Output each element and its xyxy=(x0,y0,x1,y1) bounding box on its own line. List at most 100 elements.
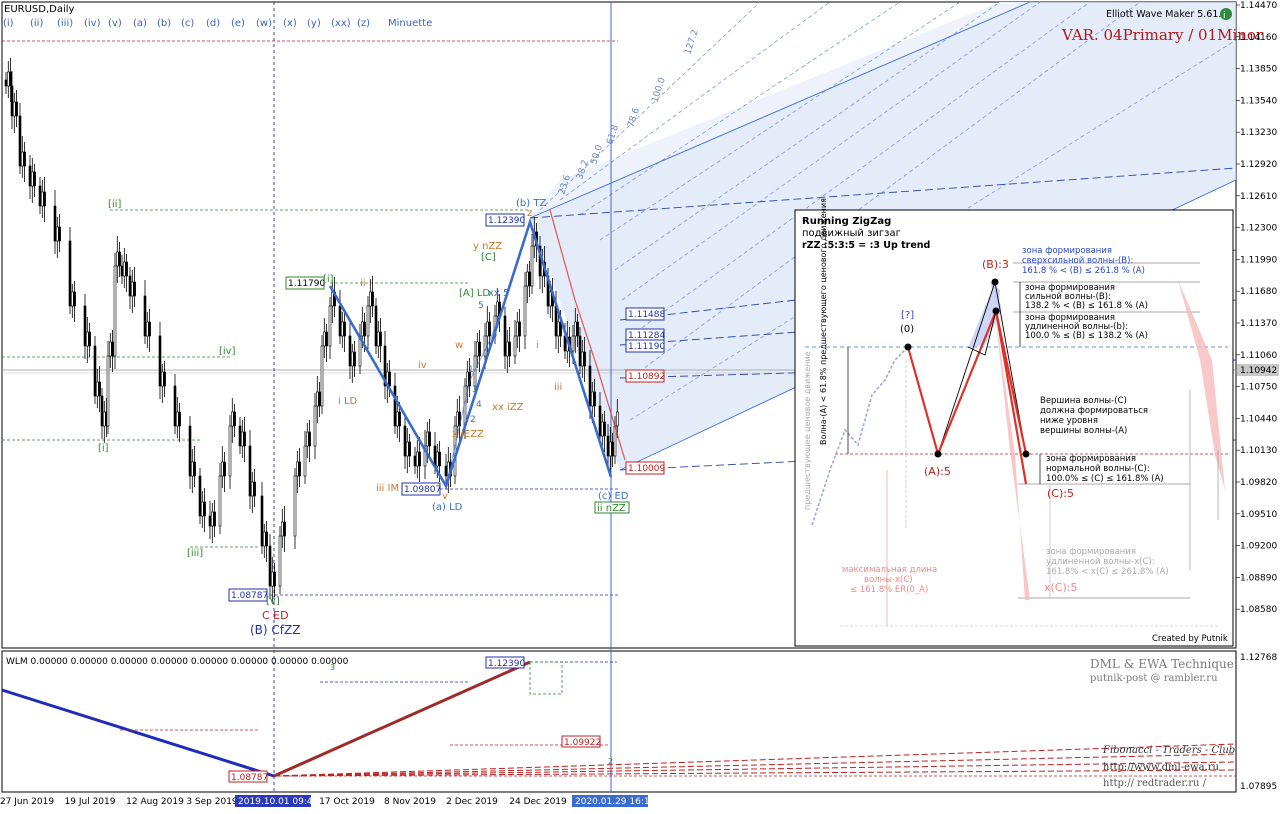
wave-label-sq-iv: [iv] xyxy=(219,346,236,357)
site1-label: http://www.dml-ewa.ru xyxy=(1103,762,1220,773)
price-axis[interactable]: 1.14470 1.14160 1.13850 1.13540 1.13230 1.129… xyxy=(1236,1,1277,615)
price-tick-9: 1.11680 xyxy=(1240,287,1277,297)
red-trend-line[interactable] xyxy=(549,209,626,461)
indicator-icon[interactable]: i xyxy=(1220,8,1232,21)
wave-degree-13[interactable]: (xx) xyxy=(331,18,351,29)
zone1-range: 161.8 % < (B) ≤ 261.8 % (A) xyxy=(1022,266,1145,276)
wave-degree-6[interactable]: (b) xyxy=(157,18,171,29)
zone3-range: 100.0 % ≤ (B) ≤ 138.2 % (A) xyxy=(1025,331,1148,341)
current-price: 1.10942 xyxy=(1240,366,1277,376)
note-line-1: Вершина волны-(C) xyxy=(1040,396,1127,406)
wave-degree-0[interactable]: (i) xyxy=(3,18,14,29)
email-label: putnik-post @ rambler.ru xyxy=(1090,673,1218,684)
wave-label-ii: ii xyxy=(360,278,366,289)
wave-label-xx5: xx 5 xyxy=(488,288,509,299)
zone2-range: 138.2 % < (B) ≤ 161.8 % (A) xyxy=(1025,301,1148,311)
wave-label-n2: 2 xyxy=(470,415,476,425)
wave-labels[interactable]: (b) TZ y nZZ (a) LD (c) ED ii nZZ C ED (… xyxy=(98,198,630,637)
wave-degree-label: Minuette xyxy=(388,18,432,29)
fib-club-label: Fibonacci - Traders - Club xyxy=(1102,745,1235,756)
wave-zigzag-line[interactable] xyxy=(328,217,613,490)
svg-text:i: i xyxy=(1223,11,1226,21)
price-box-4: 1.11284 xyxy=(628,331,665,341)
wave-degree-7[interactable]: (c) xyxy=(181,18,194,29)
price-tick-13: 1.10440 xyxy=(1240,414,1277,424)
price-tick-12: 1.10750 xyxy=(1240,383,1277,393)
wave-degree-9[interactable]: (e) xyxy=(231,18,245,29)
wlm-header: WLM 0.00000 0.00000 0.00000 0.00000 0.00… xyxy=(6,657,349,667)
wave-label-sq-ii: [ii] xyxy=(108,199,121,210)
wave-degree-1[interactable]: (ii) xyxy=(30,18,43,29)
price-tick-10: 1.11370 xyxy=(1240,319,1277,329)
wave-label-b-tz: (b) TZ xyxy=(516,198,546,209)
price-tick-15: 1.09820 xyxy=(1240,478,1277,488)
wave-degree-11[interactable]: (x) xyxy=(283,18,297,29)
wave-label-ii-nzz: ii nZZ xyxy=(597,503,626,514)
zone3-sub: удлиненной волны-(b): xyxy=(1025,322,1128,332)
price-box-6: 1.10892 xyxy=(628,372,665,382)
price-box-2: 1.11790 xyxy=(288,279,325,289)
site2-label: http:// redtrader.ru / xyxy=(1103,778,1207,789)
sub-box-lo: 1.08787 xyxy=(231,773,268,783)
zone4-title: зона формирования xyxy=(1046,454,1136,464)
sub-box-hi: 1.12390 xyxy=(488,659,525,669)
wave-label-a-ld-bracket: [A] LD xyxy=(459,288,490,299)
wave-label-w: w xyxy=(455,340,463,351)
price-box-3: 1.11488 xyxy=(628,310,665,320)
price-tick-19: 1.08580 xyxy=(1240,605,1277,615)
wave-label-c-ed-low: C ED xyxy=(262,609,289,622)
price-tick-3: 1.13540 xyxy=(1240,96,1277,106)
wave-degree-12[interactable]: (y) xyxy=(307,18,321,29)
price-tick-18: 1.08890 xyxy=(1240,573,1277,583)
wlm-sub-window[interactable]: WLM 0.00000 0.00000 0.00000 0.00000 0.00… xyxy=(1,653,1277,792)
wave-label-i: i xyxy=(536,340,539,351)
price-tick-7: 1.12300 xyxy=(1240,224,1277,234)
wave-label-n3: 3 xyxy=(472,385,478,395)
vertical-text-2: Волна-(A) < 61.8% предшествующего ценово… xyxy=(819,198,828,445)
wave-label-v: v xyxy=(442,491,448,502)
variant-label: VAR. 04Primary / 01Minor xyxy=(1061,26,1264,44)
wlm-blue-line xyxy=(1,688,275,778)
note-line-3: ниже уровня xyxy=(1040,416,1098,426)
wave-degree-3[interactable]: (iv) xyxy=(84,18,101,29)
zone1-title: зона формирования xyxy=(1022,246,1112,256)
max-line-2: волны-x(C) xyxy=(864,575,913,585)
price-boxes: 1.12390 1.11790 1.11488 1.11284 1.11190 … xyxy=(228,213,665,602)
wave-label-sq-i: [i] xyxy=(98,443,109,454)
price-tick-6: 1.12610 xyxy=(1240,192,1277,202)
price-box-7: 1.10009 xyxy=(628,464,665,474)
wave-label-c-bracket: [C] xyxy=(481,252,496,263)
wave-label-xx-izz: xx iZZ xyxy=(492,402,524,413)
price-box-5: 1.11190 xyxy=(628,342,665,352)
price-box-9: 1.08787 xyxy=(231,591,268,601)
panel-title: Running ZigZag xyxy=(802,216,891,227)
note-line-4: вершины волны-(A) xyxy=(1040,426,1127,436)
wave-degree-5[interactable]: (a) xyxy=(133,18,147,29)
wave-label-iii: iii xyxy=(554,382,562,393)
date-tick-0: 27 Jun 2019 xyxy=(0,797,54,807)
wave-label-sq-v: [v] xyxy=(266,596,280,607)
max-line-1: максимальная длина xyxy=(842,565,937,575)
wave-label-x-iezz: x iEZZ xyxy=(452,429,484,440)
date-axis[interactable]: 27 Jun 2019 19 Jul 2019 12 Aug 2019 3 Sep 2… xyxy=(0,797,567,807)
wave-degree-bar[interactable]: (i) (ii) (iii) (iv) (v) (a) (b) (c) (d) (e) (w) (x)… xyxy=(3,18,370,29)
price-box-1: 1.12390 xyxy=(488,216,525,226)
max-line-3: ≤ 161.8% ER(0_A) xyxy=(850,585,928,595)
wave-label-i-ld: i LD xyxy=(338,396,358,407)
price-tick-11: 1.11060 xyxy=(1240,351,1277,361)
wave-label-c-ed: (c) ED xyxy=(598,491,629,502)
wave-degree-10[interactable]: (w) xyxy=(256,18,272,29)
date-tick-1: 19 Jul 2019 xyxy=(65,797,116,807)
wave-label-y-nzz: y nZZ xyxy=(473,241,502,252)
current-price-marker xyxy=(1237,364,1279,376)
wave-degree-8[interactable]: (d) xyxy=(206,18,220,29)
wave-degree-14[interactable]: (z) xyxy=(357,18,370,29)
wave-degree-4[interactable]: (v) xyxy=(108,18,122,29)
wave-label-n4: 4 xyxy=(476,400,482,410)
wave-degree-2[interactable]: (iii) xyxy=(57,18,73,29)
label-xc5: x(C):5 xyxy=(1044,581,1077,594)
zone4-sub: нормальной волны-(C): xyxy=(1046,464,1150,474)
zone5-title: зона формирования xyxy=(1046,547,1136,557)
